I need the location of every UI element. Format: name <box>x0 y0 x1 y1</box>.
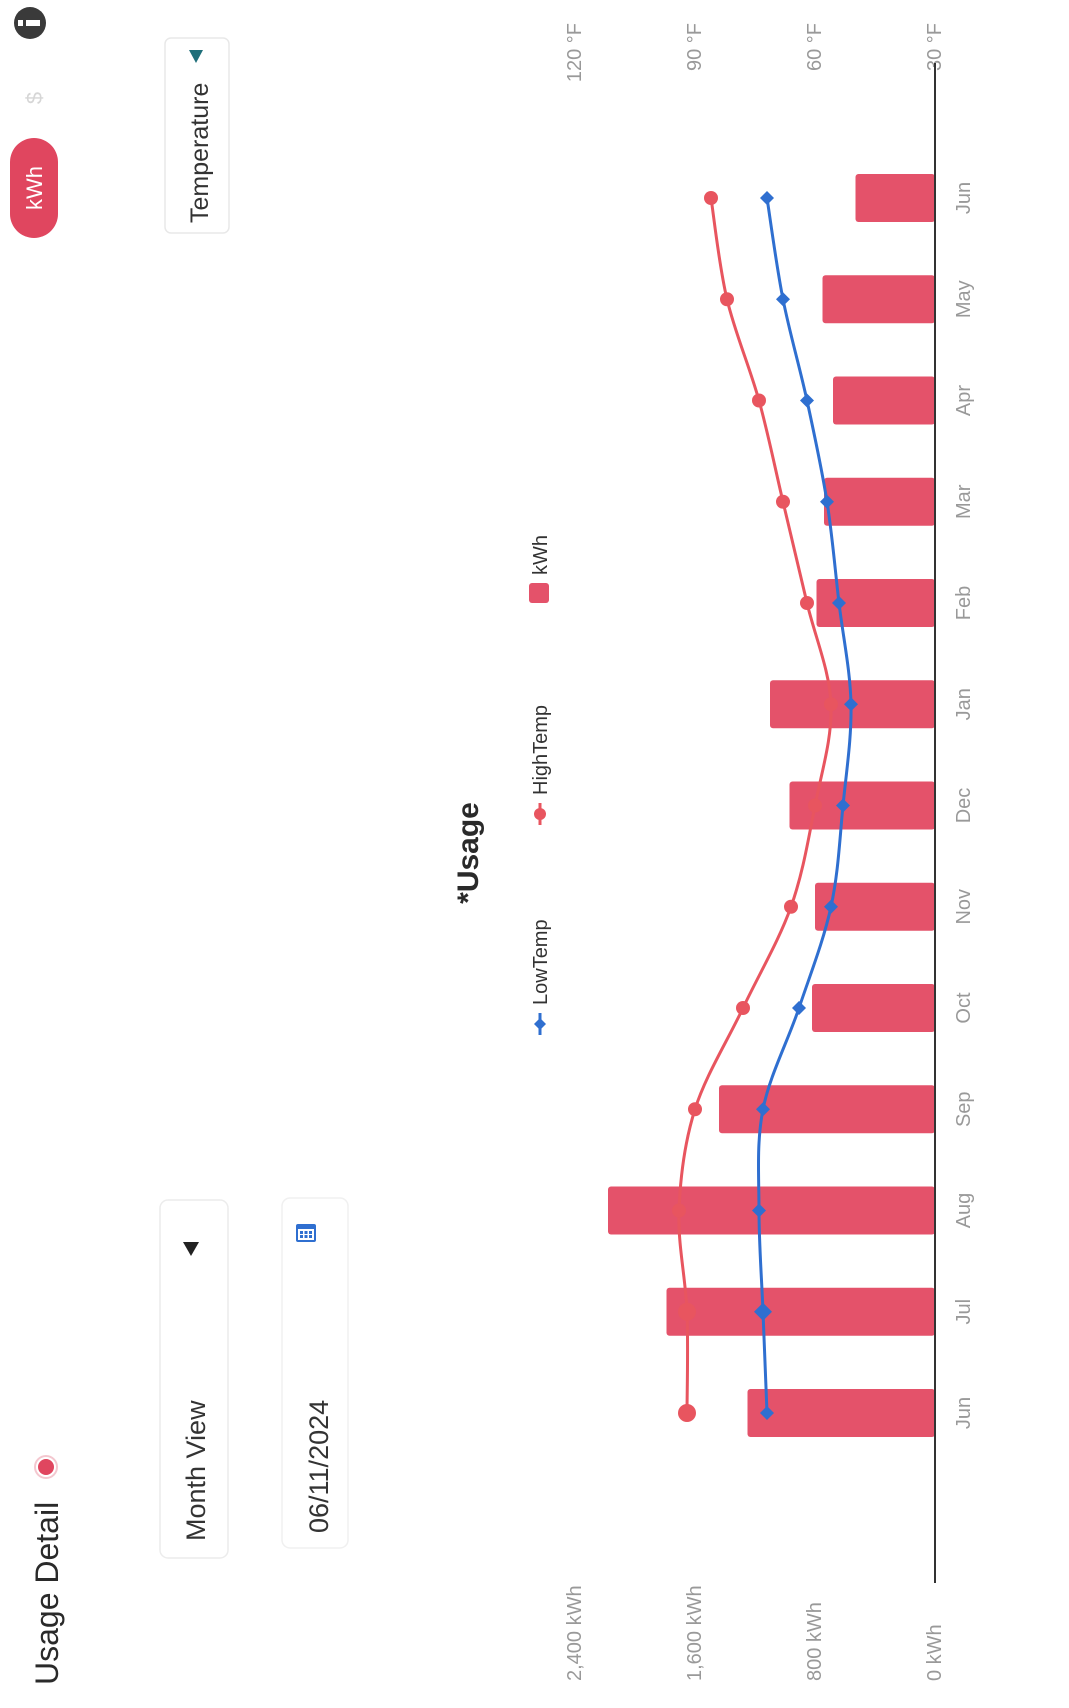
view-select[interactable]: Month View <box>159 1199 229 1559</box>
y-left-tick-label: 0 kWh <box>924 1624 946 1681</box>
calendar-icon[interactable] <box>296 1224 316 1242</box>
hightemp-point[interactable] <box>808 798 822 813</box>
bar-jun[interactable] <box>855 174 936 222</box>
legend-label: kWh <box>530 535 552 575</box>
y-left-tick-label: 2,400 kWh <box>564 1585 586 1681</box>
unit-toggle[interactable]: kWh $ <box>10 92 58 238</box>
lowtemp-point[interactable] <box>844 697 858 712</box>
bar-feb[interactable] <box>816 579 936 627</box>
hightemp-point[interactable] <box>678 1404 696 1422</box>
x-tick-label: May <box>953 280 975 318</box>
right-axis: 30 °F 60 °F 90 °F 120 °F <box>564 23 946 82</box>
view-select-value: Month View <box>181 1400 211 1541</box>
legend-item-kwh[interactable]: kWh <box>529 535 552 603</box>
lowtemp-point[interactable] <box>832 596 846 610</box>
hightemp-point[interactable] <box>704 191 718 205</box>
triangle-down-icon <box>189 50 203 63</box>
lowtemp-point[interactable] <box>820 494 834 509</box>
triangle-down-icon <box>183 1242 199 1256</box>
bar-aug[interactable] <box>608 1186 935 1235</box>
bar-apr[interactable] <box>833 376 935 425</box>
legend-item-lowtemp[interactable]: LowTemp <box>530 919 552 1035</box>
bar-mar[interactable] <box>824 477 935 526</box>
y-left-tick-label: 800 kWh <box>804 1602 826 1681</box>
chart-legend: LowTemp HighTemp kWh <box>529 535 552 1035</box>
lowtemp-point[interactable] <box>792 1001 806 1015</box>
x-tick-label: Jan <box>953 688 975 720</box>
x-tick-label: Feb <box>953 586 975 620</box>
bar-oct[interactable] <box>812 984 935 1032</box>
info-icon[interactable] <box>14 7 46 39</box>
bar-dec[interactable] <box>789 781 936 830</box>
legend-swatch <box>529 583 549 603</box>
x-tick-label: Jul <box>953 1299 975 1325</box>
status-dot <box>38 1459 54 1475</box>
lowtemp-point[interactable] <box>760 1406 774 1420</box>
date-field[interactable]: 06/11/2024 <box>281 1197 349 1549</box>
bar-sep[interactable] <box>719 1085 935 1134</box>
kwh-bars <box>608 174 935 1437</box>
x-tick-label: Apr <box>953 385 975 416</box>
lowtemp-point[interactable] <box>760 191 774 205</box>
temperature-lines <box>672 191 858 1422</box>
y-left-tick-label: 1,600 kWh <box>684 1585 706 1681</box>
lowtemp-point[interactable] <box>836 798 850 813</box>
legend-label: LowTemp <box>530 919 552 1005</box>
bar-may[interactable] <box>822 275 936 324</box>
hightemp-point[interactable] <box>672 1203 686 1218</box>
y-right-tick-label: 90 °F <box>684 23 706 71</box>
x-axis: Jun Jul Aug Sep Oct Nov Dec Jan Feb Mar Apr May Jun <box>953 182 975 1429</box>
hightemp-point[interactable] <box>736 1001 750 1015</box>
hightemp-point[interactable] <box>688 1102 702 1117</box>
hightemp-point[interactable] <box>800 596 814 610</box>
lowtemp-point[interactable] <box>752 1203 766 1218</box>
lowtemp-point[interactable] <box>776 292 790 307</box>
chart-title: *Usage <box>452 802 485 904</box>
bar-jul[interactable] <box>666 1287 936 1336</box>
overlay-select-value: Temperature <box>186 83 214 223</box>
legend-marker <box>534 808 546 820</box>
hightemp-point[interactable] <box>784 899 798 914</box>
toggle-kwh-label: kWh <box>22 166 47 210</box>
hightemp-point[interactable] <box>678 1302 696 1321</box>
lowtemp-point[interactable] <box>800 393 814 408</box>
date-value: 06/11/2024 <box>304 1400 334 1533</box>
usage-chart: *Usage LowTemp HighTemp kWh 0 kWh 800 kWh 1,… <box>452 23 975 1681</box>
header: Usage Detail kWh $ <box>10 7 65 1685</box>
y-right-tick-label: 60 °F <box>804 23 826 71</box>
x-tick-label: Nov <box>953 889 975 925</box>
legend-label: HighTemp <box>530 705 552 795</box>
hightemp-point[interactable] <box>776 494 790 509</box>
toggle-dollar-button[interactable]: $ <box>22 92 47 104</box>
hightemp-point[interactable] <box>824 697 838 712</box>
x-tick-label: Mar <box>953 484 975 519</box>
hightemp-point[interactable] <box>720 292 734 307</box>
toggle-kwh-button[interactable] <box>10 138 58 238</box>
lowtemp-point[interactable] <box>754 1302 772 1321</box>
overlay-select[interactable]: Temperature <box>164 37 230 234</box>
x-tick-label: Jun <box>953 182 975 214</box>
page-title: Usage Detail <box>29 1502 65 1685</box>
y-right-tick-label: 120 °F <box>564 23 586 82</box>
lowtemp-point[interactable] <box>824 899 838 914</box>
hightemp-point[interactable] <box>752 393 766 408</box>
x-tick-label: Sep <box>953 1091 975 1127</box>
x-tick-label: Jun <box>953 1397 975 1429</box>
x-tick-label: Aug <box>953 1193 975 1229</box>
lowtemp-point[interactable] <box>756 1102 770 1117</box>
x-tick-label: Dec <box>953 788 975 824</box>
bar-jun[interactable] <box>747 1389 936 1437</box>
y-right-tick-label: 30 °F <box>924 23 946 71</box>
status-dot-ring <box>34 1455 58 1479</box>
bar-nov[interactable] <box>815 882 935 931</box>
legend-marker <box>534 1018 546 1030</box>
left-axis: 0 kWh 800 kWh 1,600 kWh 2,400 kWh <box>564 1585 946 1681</box>
legend-item-hightemp[interactable]: HighTemp <box>530 705 552 825</box>
x-tick-label: Oct <box>953 992 975 1024</box>
